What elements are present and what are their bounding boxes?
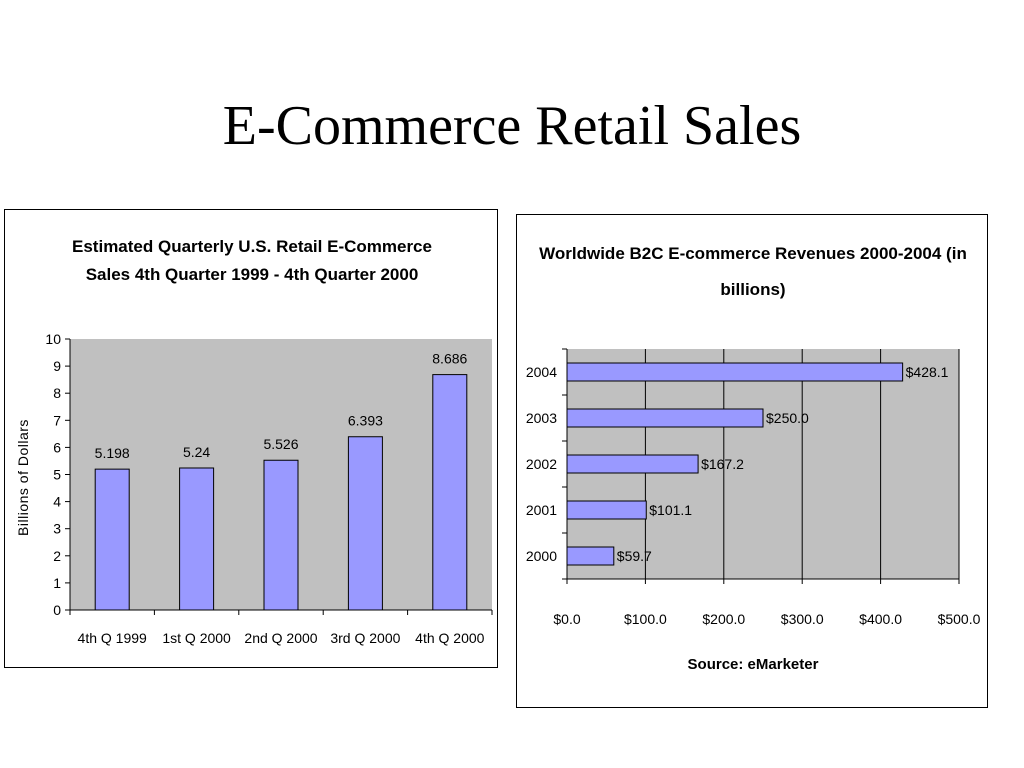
y-tick-label: 10: [45, 331, 61, 347]
y-tick-label: 9: [53, 358, 61, 374]
bar: [347, 436, 383, 611]
bar: [432, 374, 468, 611]
y-tick-label: 2002: [526, 456, 557, 472]
chart-title-line: Worldwide B2C E-commerce Revenues 2000-2…: [539, 244, 967, 263]
y-tick-label: 0: [53, 602, 61, 618]
y-tick-label: 2004: [526, 364, 557, 380]
x-axis-label: Source: eMarketer: [688, 656, 819, 673]
y-tick-label: 4: [53, 494, 61, 510]
x-tick-label: 4th Q 1999: [78, 630, 147, 646]
quarterly-sales-chart: Estimated Quarterly U.S. Retail E-Commer…: [4, 209, 498, 668]
y-tick-label: 2001: [526, 502, 557, 518]
bar-value-label: 5.526: [263, 436, 298, 452]
b2c-revenue-chart: Worldwide B2C E-commerce Revenues 2000-2…: [516, 214, 988, 708]
x-tick-label: 3rd Q 2000: [330, 630, 400, 646]
y-axis-label: Billions of Dollars: [15, 419, 31, 536]
y-tick-label: 8: [53, 385, 61, 401]
chart-title-line: Sales 4th Quarter 1999 - 4th Quarter 200…: [86, 265, 419, 284]
bar: [566, 362, 904, 382]
y-tick-label: 2003: [526, 410, 557, 426]
x-tick-label: $400.0: [859, 611, 902, 627]
y-tick-label: 2: [53, 548, 61, 564]
x-tick-label: 2nd Q 2000: [244, 630, 317, 646]
x-tick-label: 4th Q 2000: [415, 630, 484, 646]
x-tick-label: $200.0: [702, 611, 745, 627]
bar: [179, 467, 215, 611]
bar: [263, 459, 299, 611]
quarterly-sales-chart-svg: Estimated Quarterly U.S. Retail E-Commer…: [15, 237, 493, 646]
slide-title: E-Commerce Retail Sales: [222, 95, 802, 157]
x-tick-label: $300.0: [781, 611, 824, 627]
chart-title-line: billions): [720, 280, 785, 299]
x-tick-label: $0.0: [553, 611, 580, 627]
bar-value-label: $250.0: [766, 410, 809, 426]
bar-value-label: $59.7: [617, 548, 652, 564]
x-tick-label: $500.0: [938, 611, 981, 627]
bar-value-label: 8.686: [432, 351, 467, 367]
bar-value-label: 5.24: [183, 444, 210, 460]
y-tick-label: 7: [53, 412, 61, 428]
y-tick-label: 2000: [526, 548, 557, 564]
bar-value-label: 6.393: [348, 413, 383, 429]
bar-value-label: $101.1: [649, 502, 692, 518]
bar: [566, 454, 699, 474]
bar: [566, 408, 764, 428]
y-tick-label: 1: [53, 575, 61, 591]
y-tick-label: 3: [53, 521, 61, 537]
bar-value-label: $428.1: [906, 364, 949, 380]
x-tick-label: 1st Q 2000: [162, 630, 231, 646]
y-tick-label: 6: [53, 439, 61, 455]
chart-title-line: Estimated Quarterly U.S. Retail E-Commer…: [72, 237, 432, 256]
bar: [566, 500, 647, 520]
y-tick-label: 5: [53, 467, 61, 483]
bar-value-label: $167.2: [701, 456, 744, 472]
b2c-revenue-chart-svg: Worldwide B2C E-commerce Revenues 2000-2…: [526, 244, 981, 673]
bar: [566, 546, 615, 566]
bar: [94, 468, 130, 611]
bar-value-label: 5.198: [95, 445, 130, 461]
x-tick-label: $100.0: [624, 611, 667, 627]
